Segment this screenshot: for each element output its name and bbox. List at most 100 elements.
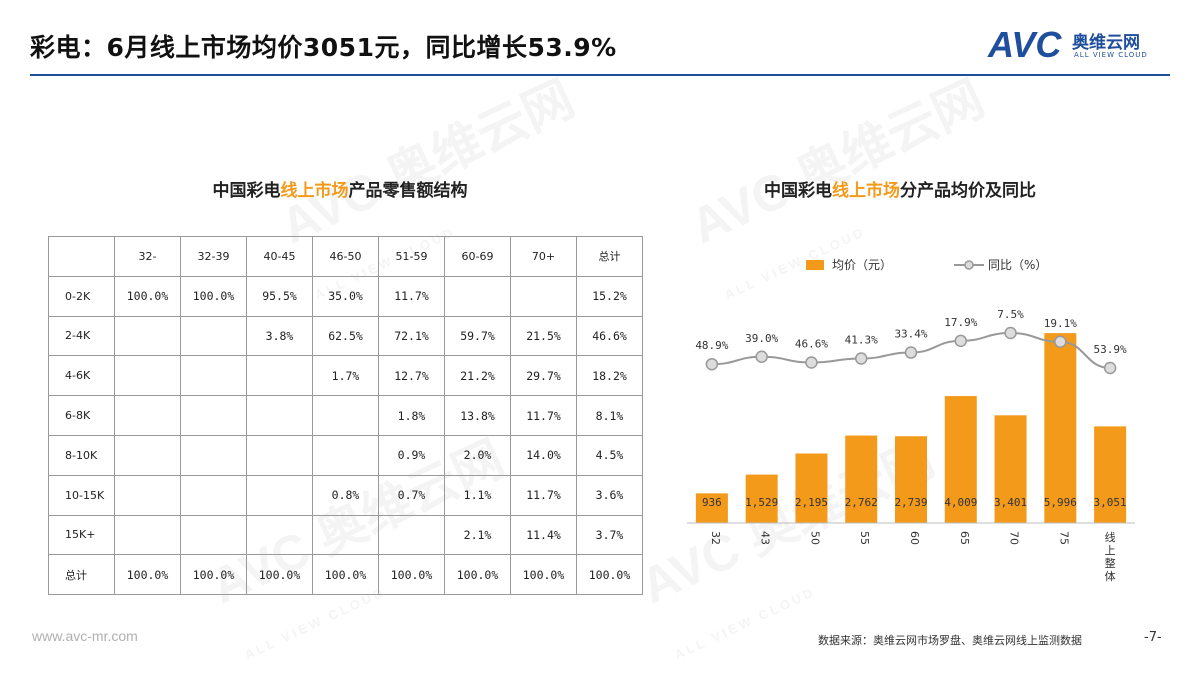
column-header	[48, 236, 115, 277]
table-cell: 4.5%	[576, 434, 643, 476]
bar	[795, 453, 828, 523]
table-cell: 11.4%	[510, 514, 577, 556]
bar-value-label: 2,195	[795, 496, 828, 509]
table-cell: 3.6%	[576, 474, 643, 516]
table-cell: 18.2%	[576, 355, 643, 397]
table-cell	[180, 395, 247, 436]
table-cell	[180, 434, 247, 476]
table-cell: 95.5%	[246, 275, 313, 317]
table-header-row: 32- 32-39 40-45 46-50 51-59 60-69 70+ 总计	[48, 236, 643, 277]
price-yoy-chart: 936 32 1,529 43 2,195 50 2,762 55 2,739 60 4,009 65…	[687, 308, 1135, 583]
bar-value-label: 3,051	[1094, 496, 1127, 509]
table-cell: 1.1%	[444, 474, 511, 516]
yoy-point	[1004, 326, 1017, 340]
column-header: 32-	[114, 236, 181, 277]
bar	[745, 474, 778, 523]
avc-logo: AVC 奥维云网 ALL VIEW CLOUD	[988, 26, 1178, 66]
logo-en-text: ALL VIEW CLOUD	[1074, 51, 1148, 59]
table-row: 10-15K 0.8% 0.7% 1.1% 11.7% 3.6%	[48, 474, 643, 516]
x-tick-label: 43	[759, 531, 772, 545]
yoy-point	[904, 346, 918, 359]
legend-bar-swatch	[806, 260, 824, 270]
table-row: 0-2K 100.0% 100.0% 95.5% 35.0% 11.7% 15.2%	[48, 275, 643, 317]
table-cell: 11.7%	[510, 474, 577, 516]
table-cell	[114, 434, 181, 476]
table-cell: 11.7%	[510, 395, 577, 436]
table-cell: 100.0%	[510, 554, 577, 596]
table-cell	[114, 315, 181, 357]
table-row: 总计 100.0% 100.0% 100.0% 100.0% 100.0% 100.0% 10…	[48, 554, 643, 596]
bar	[1094, 426, 1127, 523]
table-cell	[114, 514, 181, 556]
table-row: 4-6K 1.7% 12.7% 21.2% 29.7% 18.2%	[48, 355, 643, 397]
row-header: 15K+	[48, 514, 115, 556]
row-header: 4-6K	[48, 355, 115, 397]
table-cell: 100.0%	[246, 554, 313, 596]
table-cell: 35.0%	[312, 275, 379, 317]
bar-value-label: 936	[702, 496, 722, 509]
table-cell: 1.7%	[312, 355, 379, 397]
page-title: 彩电：6月线上市场均价3051元，同比增长53.9%	[30, 33, 617, 62]
table-cell	[312, 434, 379, 476]
column-header: 40-45	[246, 236, 313, 277]
bar-value-label: 3,401	[994, 496, 1027, 509]
yoy-value-label: 7.5%	[997, 308, 1024, 321]
table-cell	[114, 355, 181, 397]
table-cell: 0.8%	[312, 474, 379, 516]
table-cell: 46.6%	[576, 315, 643, 357]
yoy-point	[954, 334, 968, 348]
row-header: 8-10K	[48, 434, 115, 476]
table-cell: 100.0%	[114, 554, 181, 596]
yoy-value-label: 53.9%	[1094, 343, 1127, 356]
row-header: 总计	[48, 554, 115, 596]
table-cell	[180, 355, 247, 397]
row-header: 6-8K	[48, 395, 115, 436]
footer-source: 数据来源：奥维云网市场罗盘、奥维云网线上监测数据	[818, 634, 1082, 647]
table-cell: 100.0%	[312, 554, 379, 596]
x-tick-label: 75	[1057, 531, 1070, 545]
table-cell: 21.5%	[510, 315, 577, 357]
column-header: 70+	[510, 236, 577, 277]
yoy-point	[854, 352, 868, 365]
legend-bar-label: 均价（元）	[832, 258, 893, 272]
table-cell	[114, 395, 181, 436]
bar	[944, 396, 977, 523]
yoy-point	[805, 356, 818, 369]
x-tick-label: 65	[958, 531, 971, 545]
table-cell	[246, 474, 313, 516]
legend-line-label: 同比（%）	[988, 258, 1048, 272]
table-cell: 14.0%	[510, 434, 577, 476]
table-cell: 3.7%	[576, 514, 643, 556]
table-cell: 100.0%	[444, 554, 511, 596]
column-header: 总计	[576, 236, 643, 277]
yoy-value-label: 46.6%	[795, 337, 828, 350]
table-cell	[510, 275, 577, 317]
x-tick-label: 55	[858, 531, 871, 545]
yoy-point	[705, 357, 719, 371]
table-row: 2-4K 3.8% 62.5% 72.1% 59.7% 21.5% 46.6%	[48, 315, 643, 357]
table-cell	[378, 514, 445, 556]
table-row: 15K+ 2.1% 11.4% 3.7%	[48, 514, 643, 556]
table-cell: 29.7%	[510, 355, 577, 397]
bar	[695, 493, 728, 523]
table-cell	[312, 395, 379, 436]
table-cell	[246, 514, 313, 556]
table-cell: 3.8%	[246, 315, 313, 357]
table-cell: 2.1%	[444, 514, 511, 556]
footer-url[interactable]: www.avc-mr.com	[32, 628, 138, 644]
retail-structure-table: 32- 32-39 40-45 46-50 51-59 60-69 70+ 总计 0-2K 100…	[48, 236, 643, 596]
table-cell: 100.0%	[180, 275, 247, 317]
table-cell: 21.2%	[444, 355, 511, 397]
yoy-point	[755, 350, 768, 364]
column-header: 60-69	[444, 236, 511, 277]
legend-line-marker	[954, 260, 984, 270]
table-cell	[114, 474, 181, 516]
yoy-value-label: 48.9%	[695, 339, 728, 352]
table-cell: 0.7%	[378, 474, 445, 516]
row-header: 2-4K	[48, 315, 115, 357]
table-cell: 100.0%	[576, 554, 643, 596]
bar-value-label: 5,996	[1044, 496, 1077, 509]
table-cell: 1.8%	[378, 395, 445, 436]
table-cell	[312, 514, 379, 556]
x-tick-label: 线上整体	[1105, 530, 1116, 583]
